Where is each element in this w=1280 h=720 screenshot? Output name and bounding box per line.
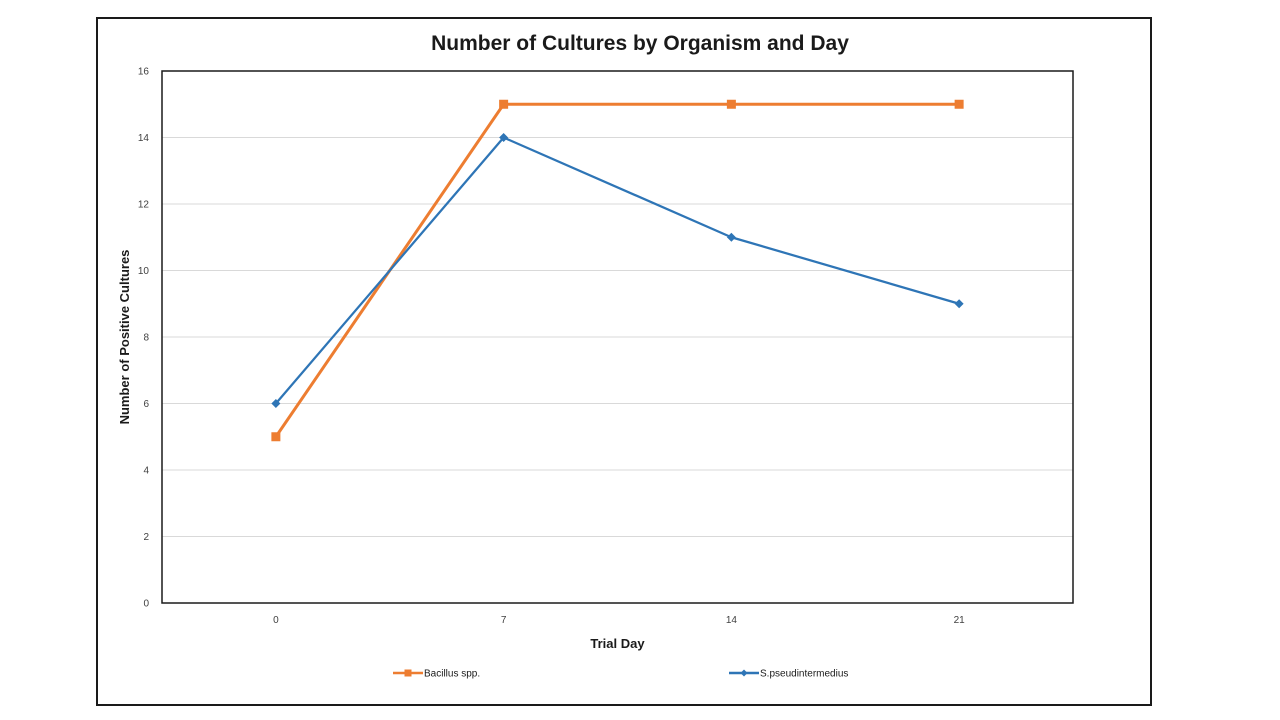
- y-tick-label: 2: [143, 532, 149, 543]
- x-tick-label: 21: [954, 615, 966, 626]
- y-tick-label: 16: [138, 67, 150, 78]
- data-point: [271, 399, 281, 408]
- x-tick-label: 0: [273, 615, 279, 626]
- chart-frame: [96, 17, 1152, 706]
- x-axis-title: Trial Day: [590, 636, 645, 651]
- data-point: [954, 299, 964, 309]
- series-line: [275, 136, 960, 405]
- y-axis-title: Number of Positive Cultures: [117, 250, 132, 425]
- series-1: [271, 133, 964, 408]
- legend-label: Bacillus spp.: [424, 669, 480, 680]
- gridlines: [162, 137, 1073, 537]
- data-point: [271, 432, 281, 442]
- legend-label: S.pseudintermedius: [760, 669, 848, 680]
- x-axis-ticks: 0 7 14 21: [273, 615, 965, 626]
- x-tick-label: 14: [726, 615, 738, 626]
- y-tick-label: 14: [138, 133, 150, 144]
- legend-item: Bacillus spp.: [393, 669, 480, 680]
- y-tick-label: 6: [143, 399, 149, 410]
- y-tick-label: 12: [138, 200, 150, 211]
- data-point: [726, 99, 736, 109]
- y-tick-label: 4: [143, 466, 149, 477]
- plot-area: [161, 70, 1074, 604]
- y-tick-label: 10: [138, 266, 150, 277]
- legend-marker: [740, 669, 748, 677]
- series-group: [271, 99, 964, 442]
- data-point: [954, 99, 964, 109]
- x-tick-label: 7: [501, 615, 507, 626]
- y-tick-label: 8: [143, 333, 149, 344]
- chart-title: Number of Cultures by Organism and Day: [431, 32, 849, 55]
- data-point: [499, 99, 509, 109]
- data-point: [499, 133, 509, 142]
- legend-marker: [404, 669, 412, 677]
- legend-item: S.pseudintermedius: [729, 669, 848, 680]
- data-point: [726, 232, 736, 242]
- y-tick-label: 0: [143, 599, 149, 610]
- legend: Bacillus spp. S.pseudintermedius: [393, 669, 848, 680]
- y-axis-ticks: 0 2 4 6 8 10 12 14 16: [138, 67, 150, 610]
